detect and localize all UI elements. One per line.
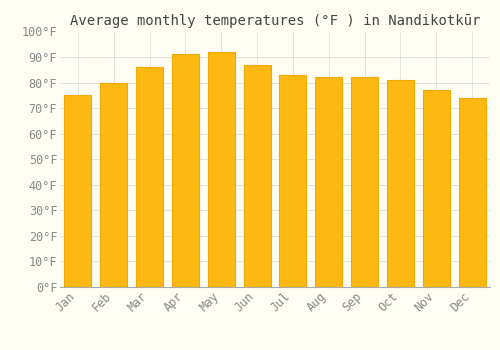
Bar <box>136 67 163 287</box>
Bar <box>244 65 270 287</box>
Bar <box>280 75 306 287</box>
Bar <box>316 77 342 287</box>
Bar <box>172 55 199 287</box>
Bar <box>387 80 414 287</box>
Bar <box>64 95 92 287</box>
Bar <box>351 77 378 287</box>
Bar <box>423 90 450 287</box>
Bar <box>208 52 234 287</box>
Title: Average monthly temperatures (°F ) in Nandikotkūr: Average monthly temperatures (°F ) in Na… <box>70 14 480 28</box>
Bar <box>100 83 127 287</box>
Bar <box>458 98 485 287</box>
